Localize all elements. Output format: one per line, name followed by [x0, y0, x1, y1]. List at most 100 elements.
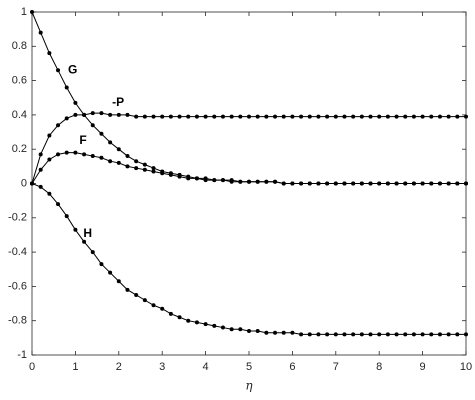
series-label: H	[83, 226, 92, 240]
data-point	[116, 160, 121, 165]
series-label: -P	[112, 95, 124, 109]
data-point	[125, 287, 130, 292]
y-tick-label: -1	[17, 349, 27, 361]
data-point	[411, 114, 416, 119]
data-point	[134, 292, 139, 297]
data-point	[394, 181, 399, 186]
data-point	[64, 150, 69, 155]
data-point	[446, 114, 451, 119]
data-point	[64, 116, 69, 121]
x-tick-label: 0	[29, 361, 35, 373]
data-point	[446, 332, 451, 337]
data-point	[116, 147, 121, 152]
data-point	[333, 181, 338, 186]
data-point	[194, 320, 199, 325]
data-point	[420, 332, 425, 337]
data-point	[247, 179, 251, 184]
data-point	[359, 332, 364, 337]
data-point	[134, 166, 139, 171]
data-point	[385, 114, 390, 119]
data-point	[47, 157, 52, 162]
data-point	[30, 181, 34, 186]
data-point	[238, 179, 243, 184]
data-point	[47, 51, 52, 56]
data-point	[47, 133, 52, 138]
data-point	[160, 114, 165, 119]
data-point	[420, 114, 425, 119]
data-point	[125, 112, 130, 117]
data-point	[247, 328, 251, 333]
data-point	[342, 114, 347, 119]
data-point	[394, 332, 399, 337]
data-point	[38, 30, 43, 35]
data-point	[368, 114, 373, 119]
data-point	[90, 250, 95, 255]
series-line	[31, 112, 466, 184]
data-point	[56, 123, 61, 128]
data-point	[82, 239, 87, 244]
data-point	[99, 262, 104, 267]
data-point	[290, 181, 295, 186]
y-tick-label: 0.8	[12, 40, 27, 52]
data-point	[203, 178, 208, 183]
data-point	[151, 166, 156, 171]
data-point	[273, 330, 278, 335]
data-point	[351, 332, 356, 337]
data-point	[56, 68, 61, 73]
x-tick-label: 7	[333, 361, 339, 373]
data-point	[464, 181, 468, 186]
x-tick-label: 2	[116, 361, 122, 373]
x-tick-label: 5	[246, 361, 252, 373]
x-tick-label: 6	[289, 361, 295, 373]
data-point	[437, 332, 442, 337]
data-point	[38, 167, 43, 172]
data-point	[299, 114, 304, 119]
data-point	[403, 332, 408, 337]
data-point	[151, 169, 156, 174]
data-point	[290, 114, 295, 119]
x-tick-label: 3	[159, 361, 165, 373]
data-point	[125, 154, 130, 159]
data-point	[47, 191, 52, 196]
x-axis-label: η	[245, 379, 253, 393]
data-point	[142, 298, 147, 303]
y-tick-label: 0.2	[12, 143, 27, 155]
data-point	[125, 164, 130, 169]
data-point	[264, 179, 269, 184]
data-point	[64, 85, 69, 90]
data-point	[437, 181, 442, 186]
data-point	[99, 111, 104, 116]
data-point	[264, 114, 269, 119]
data-point	[299, 181, 304, 186]
data-point	[73, 112, 78, 117]
data-point	[377, 332, 382, 337]
data-point	[56, 202, 61, 207]
data-point	[255, 114, 260, 119]
data-point	[186, 318, 191, 323]
data-point	[411, 332, 416, 337]
data-point	[281, 114, 286, 119]
data-point	[385, 332, 390, 337]
data-point	[368, 332, 373, 337]
data-point	[108, 270, 113, 275]
y-tick-label: 0.4	[12, 109, 27, 121]
data-point	[90, 111, 95, 116]
data-point	[385, 181, 390, 186]
data-point	[64, 214, 69, 219]
data-point	[142, 114, 147, 119]
data-point	[73, 150, 78, 155]
series-label: F	[79, 133, 86, 147]
x-tick-label: 9	[420, 361, 426, 373]
data-point	[73, 227, 78, 232]
data-point	[212, 178, 217, 183]
data-point	[229, 114, 234, 119]
data-point	[351, 181, 356, 186]
data-point	[82, 112, 87, 117]
data-point	[325, 332, 330, 337]
data-point	[264, 330, 269, 335]
data-point	[359, 181, 364, 186]
data-point	[168, 114, 173, 119]
data-point	[186, 114, 191, 119]
data-point	[325, 114, 330, 119]
